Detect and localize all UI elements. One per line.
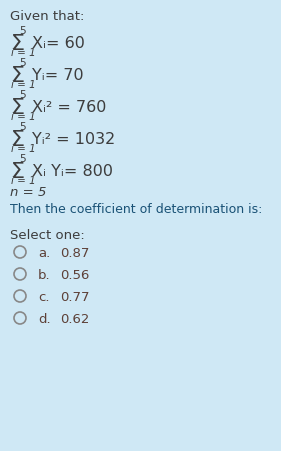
Text: 0.62: 0.62: [60, 312, 89, 325]
Text: b.: b.: [38, 268, 51, 281]
Text: Xᵢ= 60: Xᵢ= 60: [32, 36, 85, 51]
Text: i = 1: i = 1: [11, 175, 36, 186]
Text: Σ: Σ: [11, 34, 25, 54]
Text: 5: 5: [19, 26, 25, 36]
Text: Then the coefficient of determination is:: Then the coefficient of determination is…: [10, 202, 262, 216]
Text: Yᵢ= 70: Yᵢ= 70: [32, 68, 84, 83]
Text: i = 1: i = 1: [11, 144, 36, 154]
Text: 0.87: 0.87: [60, 246, 89, 259]
Text: n = 5: n = 5: [10, 186, 46, 198]
Text: Given that:: Given that:: [10, 10, 84, 23]
Text: a.: a.: [38, 246, 50, 259]
Text: 5: 5: [19, 58, 25, 68]
Text: 0.56: 0.56: [60, 268, 89, 281]
Text: d.: d.: [38, 312, 51, 325]
Text: 5: 5: [19, 122, 25, 132]
Text: i = 1: i = 1: [11, 112, 36, 122]
Text: Yᵢ² = 1032: Yᵢ² = 1032: [32, 132, 115, 147]
Text: Select one:: Select one:: [10, 229, 85, 241]
Text: 5: 5: [19, 154, 25, 164]
Text: c.: c.: [38, 290, 49, 304]
Text: Σ: Σ: [11, 98, 25, 118]
Text: Xᵢ² = 760: Xᵢ² = 760: [32, 100, 106, 115]
Text: Xᵢ Yᵢ= 800: Xᵢ Yᵢ= 800: [32, 164, 113, 179]
Text: Σ: Σ: [11, 161, 25, 182]
Text: Σ: Σ: [11, 130, 25, 150]
Text: i = 1: i = 1: [11, 80, 36, 90]
Text: 5: 5: [19, 90, 25, 100]
Text: i = 1: i = 1: [11, 48, 36, 58]
Text: 0.77: 0.77: [60, 290, 90, 304]
Text: Σ: Σ: [11, 66, 25, 86]
